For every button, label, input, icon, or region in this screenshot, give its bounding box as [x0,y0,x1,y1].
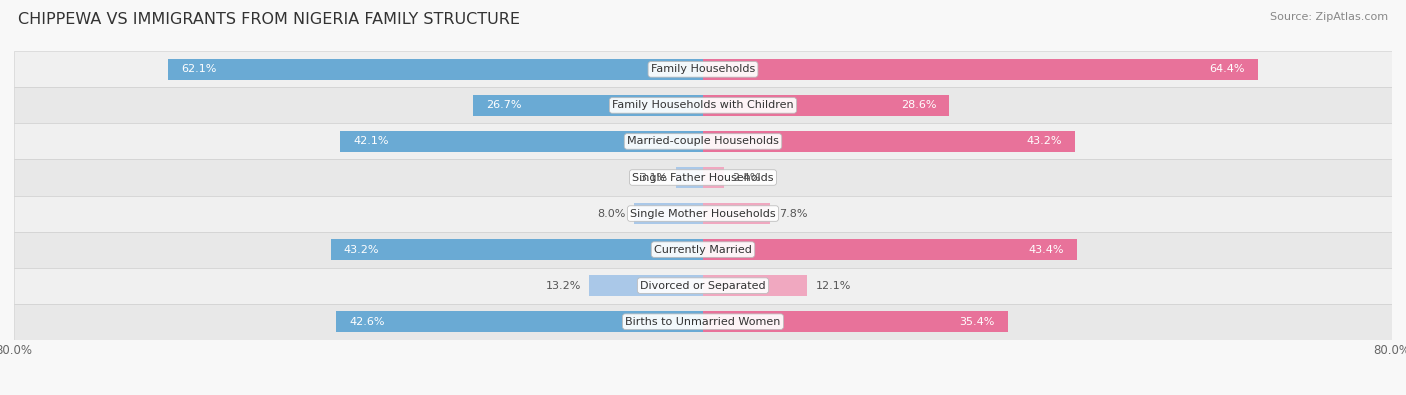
Text: Currently Married: Currently Married [654,245,752,255]
Bar [703,275,807,296]
Bar [634,203,703,224]
Text: Source: ZipAtlas.com: Source: ZipAtlas.com [1270,12,1388,22]
Text: 62.1%: 62.1% [181,64,217,74]
Bar [169,58,703,80]
Bar [336,311,703,333]
Text: 35.4%: 35.4% [959,317,995,327]
Text: Single Father Households: Single Father Households [633,173,773,182]
Text: 7.8%: 7.8% [779,209,807,218]
Bar [14,51,1392,87]
Text: 13.2%: 13.2% [546,280,581,291]
Text: 42.1%: 42.1% [353,136,389,147]
Bar [340,131,703,152]
Text: Single Mother Households: Single Mother Households [630,209,776,218]
Text: 8.0%: 8.0% [598,209,626,218]
Text: 43.2%: 43.2% [1026,136,1062,147]
Text: 26.7%: 26.7% [486,100,522,111]
Text: Married-couple Households: Married-couple Households [627,136,779,147]
Text: Family Households with Children: Family Households with Children [612,100,794,111]
Text: 42.6%: 42.6% [349,317,385,327]
Bar [472,95,703,116]
Text: 12.1%: 12.1% [815,280,851,291]
Text: Family Households: Family Households [651,64,755,74]
Bar [703,95,949,116]
Bar [14,160,1392,196]
Bar [14,268,1392,304]
Text: 2.4%: 2.4% [733,173,761,182]
Bar [703,131,1076,152]
Bar [703,167,724,188]
Text: CHIPPEWA VS IMMIGRANTS FROM NIGERIA FAMILY STRUCTURE: CHIPPEWA VS IMMIGRANTS FROM NIGERIA FAMI… [18,12,520,27]
Bar [14,196,1392,231]
Bar [589,275,703,296]
Bar [14,231,1392,268]
Bar [14,124,1392,160]
Text: 43.4%: 43.4% [1028,245,1064,255]
Bar [703,203,770,224]
Text: 3.1%: 3.1% [640,173,668,182]
Bar [703,239,1077,260]
Text: Births to Unmarried Women: Births to Unmarried Women [626,317,780,327]
Text: 28.6%: 28.6% [901,100,936,111]
Text: 43.2%: 43.2% [344,245,380,255]
Text: Divorced or Separated: Divorced or Separated [640,280,766,291]
Bar [330,239,703,260]
Bar [14,87,1392,124]
Bar [14,304,1392,340]
Text: 64.4%: 64.4% [1209,64,1244,74]
Bar [703,311,1008,333]
Bar [703,58,1257,80]
Bar [676,167,703,188]
